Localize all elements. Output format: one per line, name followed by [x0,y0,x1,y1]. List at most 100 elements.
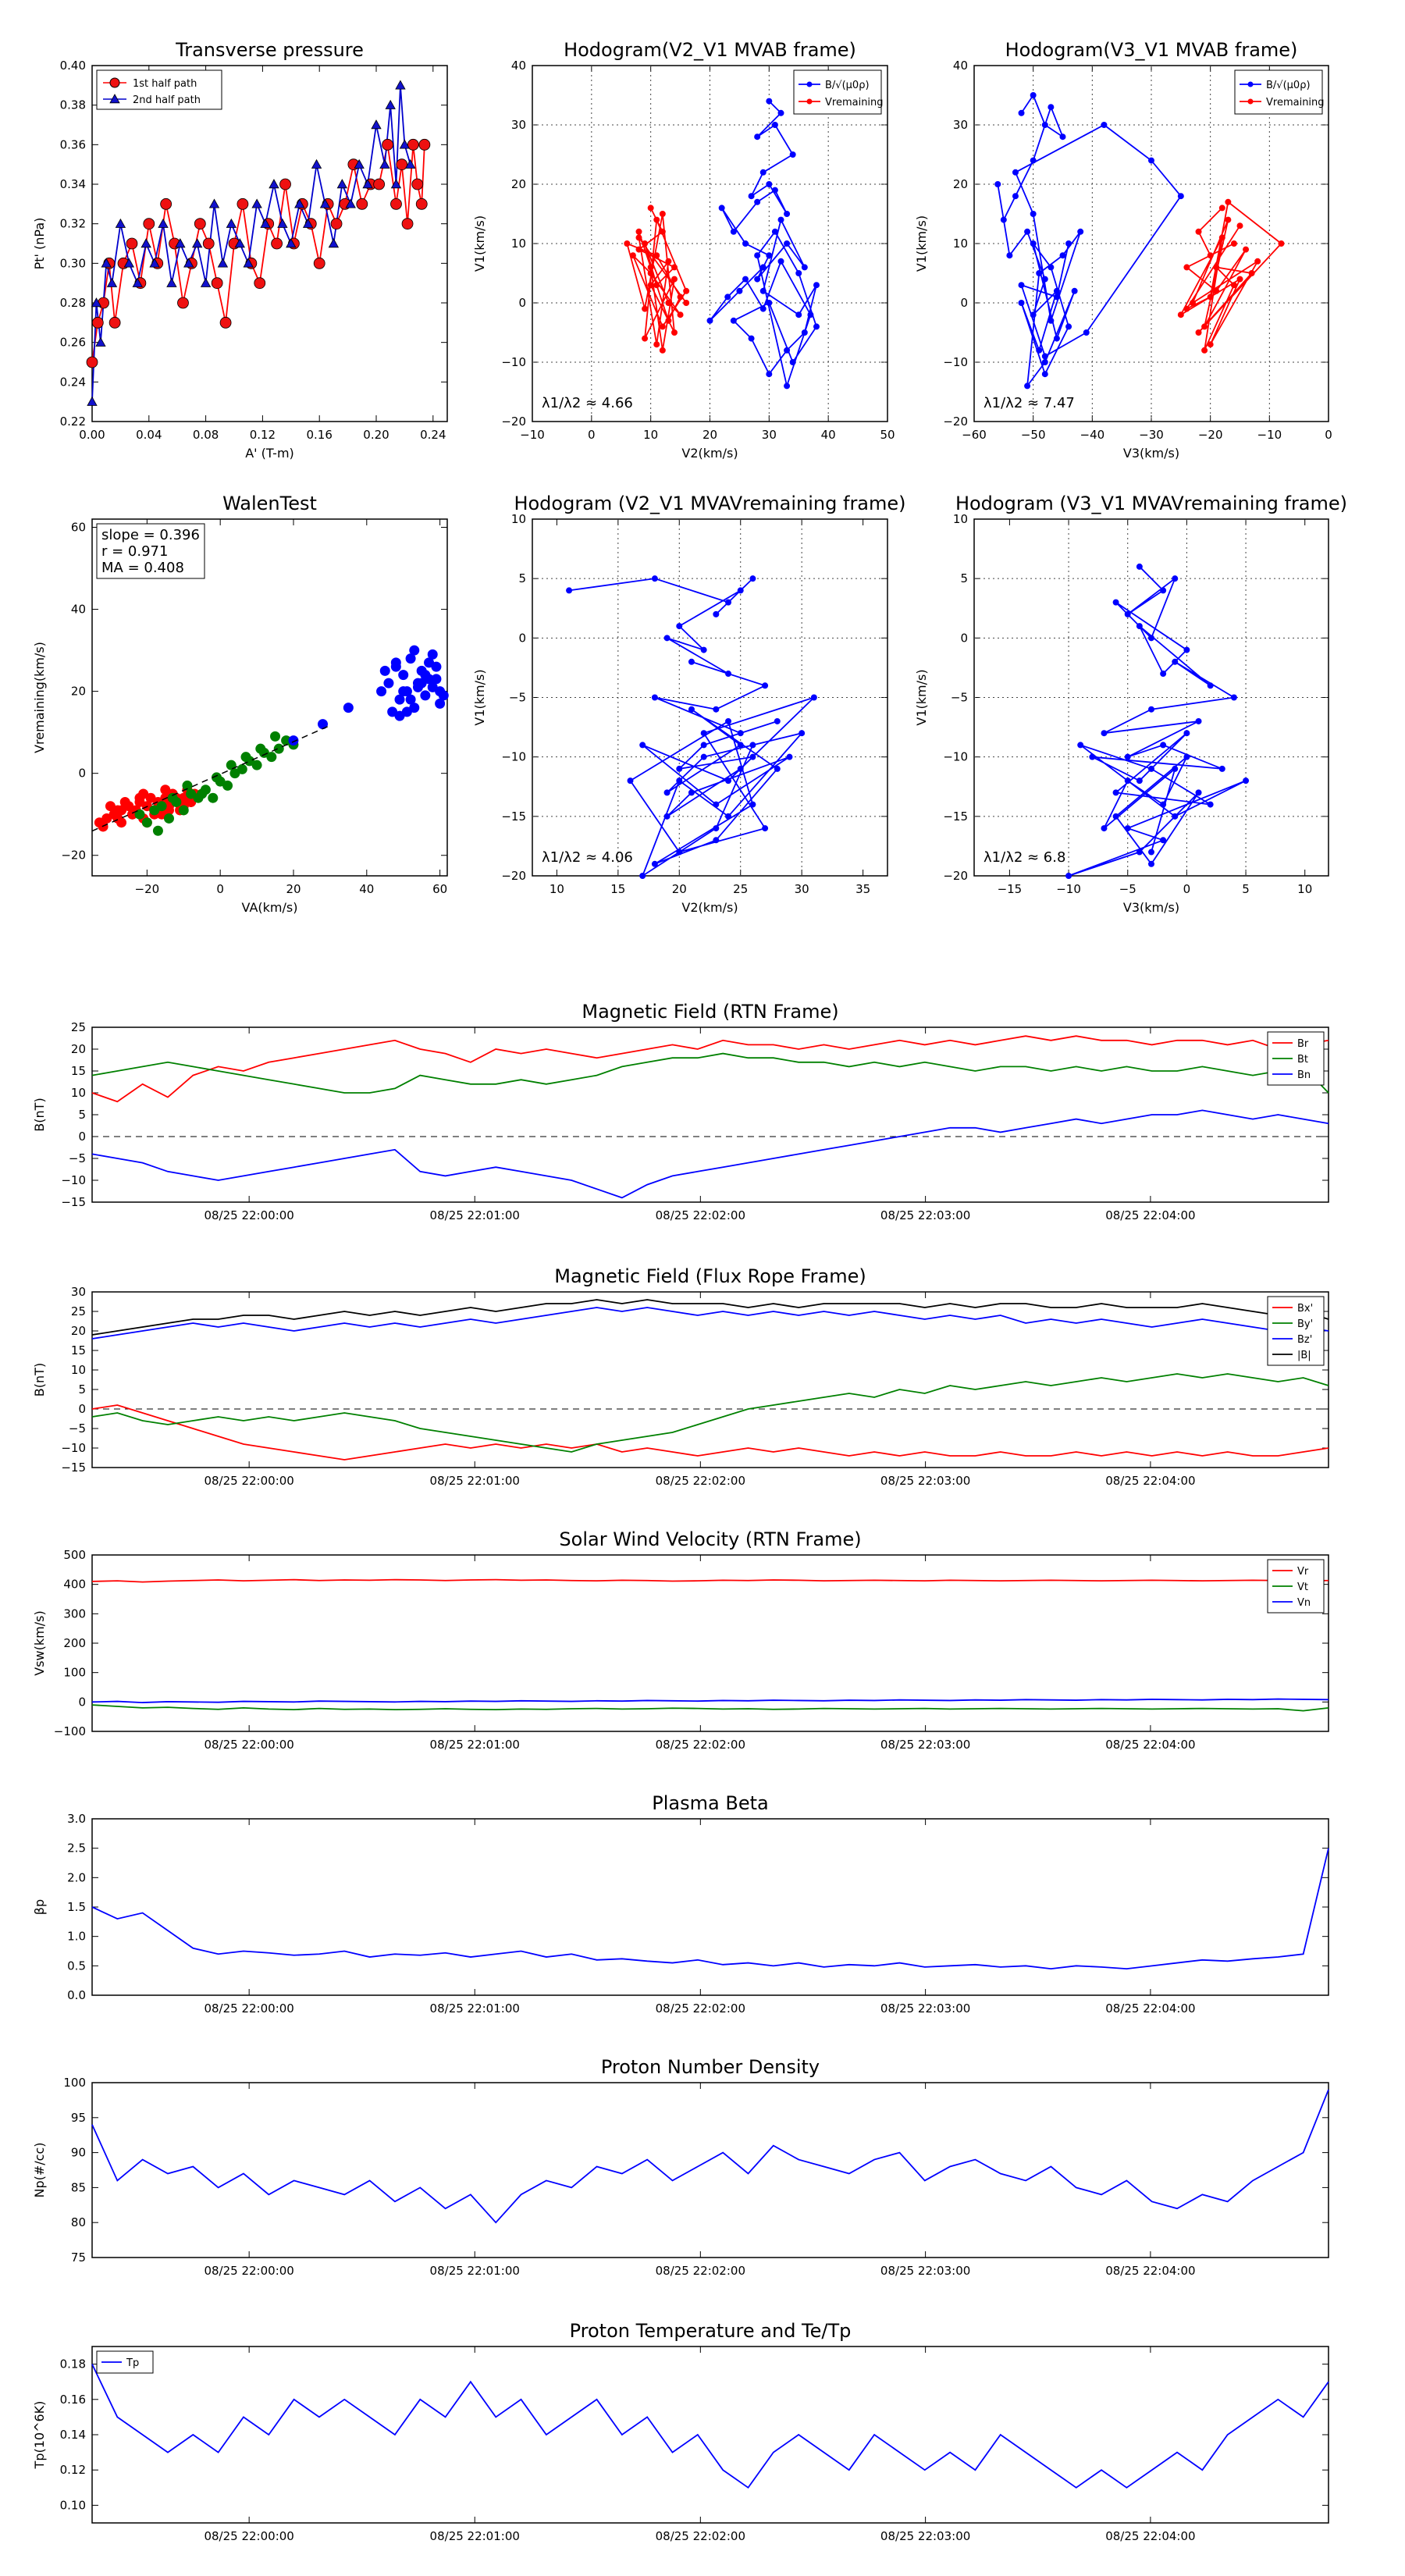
hod4-series1-point [1195,717,1202,724]
vsw-ytick-label: 200 [63,1636,86,1650]
hod1-series2-point [677,294,684,301]
hod1-series2-point [677,311,684,318]
walen-title: WalenTest [222,493,317,514]
hod2-series1-point [1077,228,1084,235]
tp-point-2nd [354,158,365,169]
vsw-ytick-label: −100 [54,1724,86,1738]
tp-legend-label-2: 2nd half path [133,94,201,106]
walen-stats-frame [96,523,205,579]
tp-point-2nd [269,179,279,189]
hod2-legend: B/√(μ0ρ) Vremaining [1234,69,1325,115]
walen-series3-point [435,698,446,709]
hod1-series1-point [766,252,773,259]
hod4-series1-point [1101,825,1108,832]
vsw-ytick-label: 300 [63,1606,86,1621]
tp-point-2nd [286,238,297,248]
hod2-series1-point [994,181,1001,187]
walen-series3-point [376,686,387,697]
tp_temp-xtick-label: 08/25 22:01:00 [430,2529,520,2543]
hod3-title: Hodogram (V2_V1 MVAVremaining frame) [514,493,905,514]
vsw-xtick-label: 08/25 22:02:00 [656,1738,745,1752]
hod3-series1-point [713,825,720,832]
bfield_rtn-xtick-label: 08/25 22:01:00 [430,1208,520,1222]
hod2-series2-point [1278,240,1285,247]
hod1-ytick-label: 10 [511,237,526,251]
hod4-series1-point [1160,837,1167,844]
tp-point-1st [418,138,431,151]
hod2-series2-point [1195,228,1202,235]
hod2-xtick-label: −50 [1021,428,1046,442]
bfield_fr-xtick-label: 08/25 22:01:00 [430,1474,520,1488]
tp_temp-ytick-label: 0.12 [60,2463,86,2477]
bfield_rtn-legend: Br Bt Bn [1267,1031,1325,1086]
tp-point-1st [411,178,424,190]
bfield_fr-xtick-label: 08/25 22:03:00 [880,1474,970,1488]
tp-point-2nd [362,179,373,189]
hod1-series2-point [642,240,649,247]
hod2-series2-point [1207,252,1214,259]
hod2-series2-point [1195,329,1202,336]
hod4-series1-point [1089,753,1096,760]
hod3-series1-point [651,694,658,701]
hod3-series1-point [725,813,732,820]
hod3-xtick-label: 15 [610,882,625,896]
hod1-series2-point [683,287,690,294]
hod2-series1-point [1071,287,1078,294]
hod4-series1-point [1160,671,1167,678]
tp-legend: 1st half path 2nd half path [96,69,222,110]
tp-xtick-label: 0.24 [420,428,446,442]
hod4-series1-point [1183,646,1190,653]
hod4-xtick-label: −15 [998,882,1023,896]
hod2-series2-point [1189,300,1196,306]
hod1-series1-point [754,133,761,141]
tp-point-1st [91,316,104,329]
hod1-series2-point [642,305,649,312]
hod1-legend-marker-1 [806,81,813,87]
hod3-frame [532,518,888,877]
tp-point-2nd [158,218,169,228]
walen-series3-point [379,665,390,676]
hod3-series1-point [762,682,769,689]
bfield_rtn-ytick-label: 5 [78,1108,86,1122]
tp-point-1st [415,197,428,210]
hod4-xtick-label: 5 [1242,882,1250,896]
hod3-series1-point [725,599,732,606]
walen-panel: WalenTest −20 0 20 40 60 −20 0 20 40 60 VA(km/s) Vre… [32,493,449,915]
hod2-series2-point [1236,222,1243,229]
hod1-xtick-label: −10 [520,428,545,442]
walen-series2-point [178,805,189,816]
tp-xtick-label: 0.12 [250,428,276,442]
walen-series2-point [182,780,193,791]
hod1-series2-point [653,252,660,259]
bfield_fr-xtick-label: 08/25 22:04:00 [1105,1474,1195,1488]
hod3-series1-point [676,765,683,772]
tp-point-2nd [385,99,396,109]
hod1-series1-point [795,311,802,318]
bfield_rtn-series-Br [91,1035,1329,1103]
hod2-xtick-label: −40 [1080,428,1105,442]
hod1-legend-label-2: Vremaining [825,97,884,109]
hod3-xtick-label: 30 [795,882,809,896]
bfield_rtn-ytick-label: −10 [61,1173,86,1187]
hod3-series1-point [786,753,793,760]
tp-point-1st [254,277,266,290]
hod3-series1-point [639,742,646,749]
hod2-ytick-label: 0 [960,296,968,310]
tp-point-2nd [149,258,160,268]
bfield_rtn-legend-label-Bt: Bt [1297,1054,1308,1066]
bfield_fr-ytick-label: 30 [71,1285,86,1299]
walen-series3-point [390,657,401,668]
tp-point-2nd [175,238,186,248]
walen-series2-point [134,809,145,820]
hod3-series1-point [651,575,658,582]
tp-point-2nd [208,198,220,208]
hod2-legend-marker-1 [1247,81,1254,87]
bfield_rtn-xtick-label: 08/25 22:02:00 [656,1208,745,1222]
tp-xtick-label: 0.16 [306,428,332,442]
hod2-ytick-label: 40 [953,59,968,73]
hod3-xtick-label: 25 [733,882,748,896]
bfield_fr-series-Bx' [91,1404,1329,1461]
beta-ytick-label: 0.5 [67,1959,86,1973]
hod3-series1-line [568,578,815,878]
np-ytick-label: 100 [63,2076,86,2090]
